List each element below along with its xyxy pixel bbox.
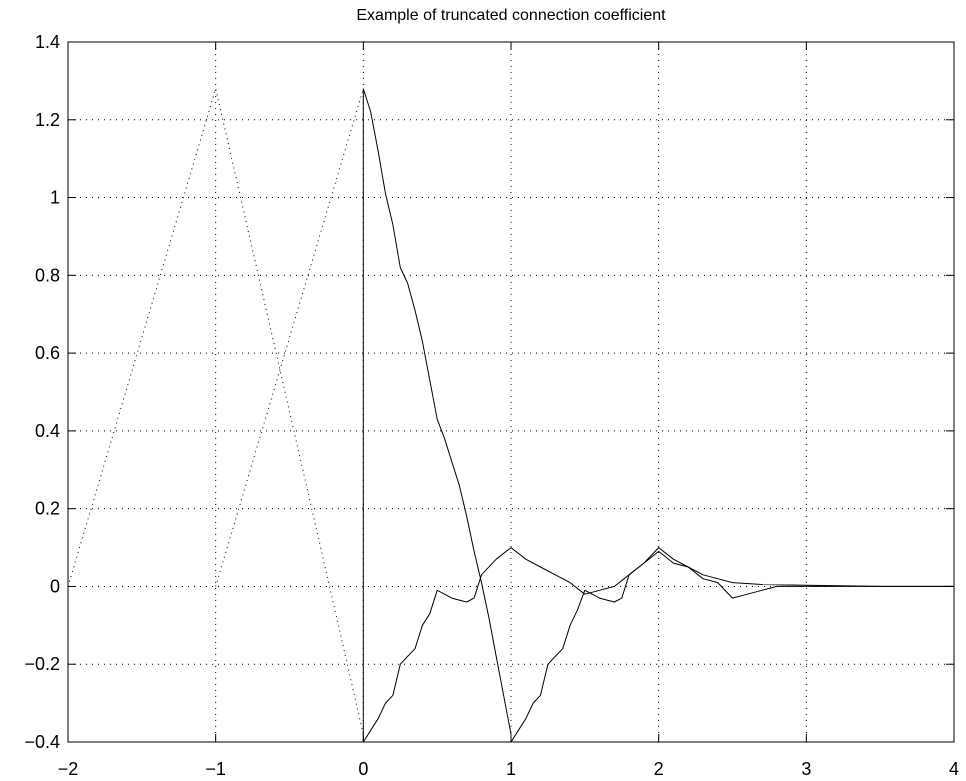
y-tick-label: 0.4	[35, 421, 60, 441]
x-tick-label: 3	[801, 759, 811, 779]
y-tick-label: 0	[50, 576, 60, 596]
x-tick-label: 1	[506, 759, 516, 779]
ticks: −2 −1 0 1 2 3 4 −0.4 −0.2 0 0.2 0.4 0.6 0.8 1 1.2 1.4	[24, 32, 959, 779]
x-tick-label: 2	[654, 759, 664, 779]
y-tick-label: 0.2	[35, 499, 60, 519]
y-tick-label: −0.2	[24, 654, 60, 674]
y-tick-label: 0.6	[35, 343, 60, 363]
x-tick-label: 0	[358, 759, 368, 779]
series-layer	[67, 88, 954, 743]
y-tick-label: 1	[50, 188, 60, 208]
grid	[68, 42, 954, 742]
y-tick-label: 0.8	[35, 265, 60, 285]
x-tick-label: −1	[205, 759, 226, 779]
chart-title: Example of truncated connection coeffici…	[356, 7, 666, 24]
x-tick-label: −2	[58, 759, 79, 779]
solid-series-line-6	[510, 550, 954, 743]
y-tick-label: 1.2	[35, 110, 60, 130]
dotted-series-line-2	[215, 88, 364, 587]
y-tick-label: 1.4	[35, 32, 60, 52]
dotted-series-line-1	[67, 88, 364, 735]
solid-series-line-4	[362, 547, 954, 743]
x-tick-label: 4	[949, 759, 959, 779]
solid-series-line-3	[362, 88, 512, 735]
y-tick-label: −0.4	[24, 732, 60, 752]
